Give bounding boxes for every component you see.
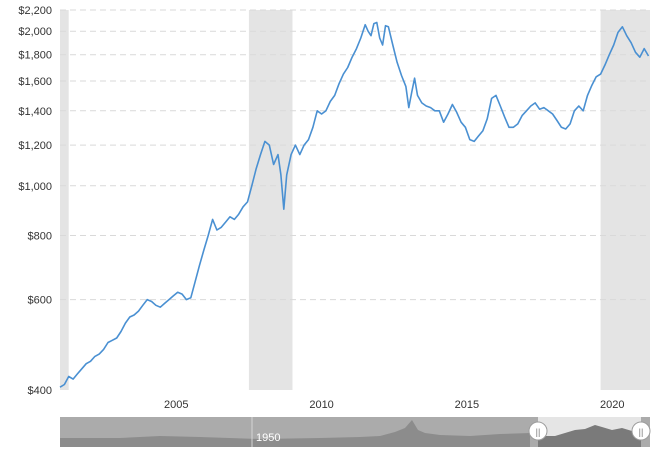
x-tick-label: 2015 [455, 399, 479, 411]
navigator-selected-area [538, 425, 641, 447]
y-tick-label: $1,000 [18, 181, 52, 193]
x-tick-label: 2010 [309, 399, 333, 411]
right-handle-grip: || [639, 427, 644, 437]
shaded-period-0 [60, 10, 69, 390]
recession-shading [60, 10, 650, 390]
shaded-period-2 [600, 10, 650, 390]
left-handle-grip: || [536, 427, 541, 437]
y-tick-label: $800 [28, 230, 52, 242]
y-tick-label: $1,200 [18, 140, 52, 152]
y-axis-labels: $400 $600 $800 $1,000 $1,200 $1,400 $1,600 $1,8… [18, 5, 52, 397]
y-tick-label: $1,800 [18, 50, 52, 62]
navigator-year-label: 1950 [256, 432, 280, 444]
x-tick-label: 2020 [600, 399, 624, 411]
y-tick-label: $400 [28, 385, 52, 397]
x-axis-labels: 2005 2010 2015 2020 [164, 399, 624, 411]
y-tick-label: $600 [28, 295, 52, 307]
price-series [59, 21, 650, 388]
grid-lines [60, 9, 650, 301]
y-tick-label: $1,600 [18, 76, 52, 88]
shaded-period-1 [248, 10, 293, 390]
y-tick-label: $1,400 [18, 106, 52, 118]
y-tick-label: $2,000 [18, 26, 52, 38]
navigator-left-handle[interactable]: || [528, 421, 548, 441]
range-navigator[interactable]: 1950 || || [60, 417, 651, 447]
y-tick-label: $2,200 [18, 5, 52, 17]
x-tick-label: 2005 [164, 399, 188, 411]
navigator-history-area [60, 420, 530, 447]
navigator-right-handle[interactable]: || [631, 421, 651, 441]
price-line [59, 21, 650, 388]
